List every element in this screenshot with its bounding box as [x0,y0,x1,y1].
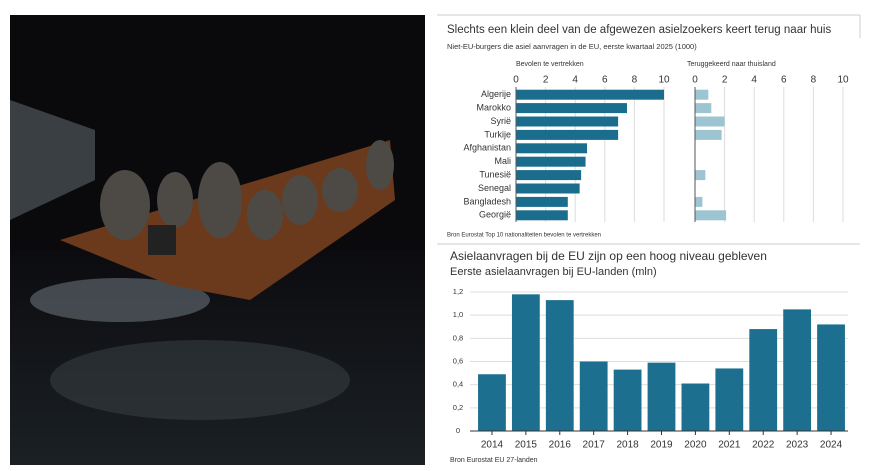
bar [647,362,676,431]
bar [613,369,642,431]
bar [715,368,744,431]
bar [516,116,619,127]
chart-source: Bron Eurostat Top 10 nationaliteiten bev… [447,233,601,239]
y-tick-label: Syrië [490,116,511,126]
bar [695,103,712,114]
x-tick-label: 4 [572,75,578,86]
x-tick-label: 2016 [549,440,572,451]
bar [516,129,619,140]
bar [516,170,582,181]
x-tick-label: 2015 [515,440,538,451]
bar [695,89,709,100]
bar [783,309,812,431]
bar [516,143,588,154]
bar [516,89,664,100]
bar [695,170,706,181]
bar [516,196,568,207]
x-tick-label: 2019 [650,440,673,451]
bar [516,103,627,114]
bar [695,210,727,221]
bar [516,156,586,167]
x-tick-label: 0 [513,75,519,86]
bar [695,116,725,127]
bar [511,294,540,431]
photo-wave [50,340,350,420]
x-tick-label: 8 [811,75,817,86]
x-tick-label: 2014 [481,440,504,451]
y-tick-label: Marokko [476,102,511,112]
x-tick-label: 2021 [718,440,741,451]
y-tick-label: Mali [494,156,511,166]
y-tick-label: 0,4 [453,380,463,389]
photo-wave [30,278,210,322]
chart-title: Asielaanvragen bij de EU zijn op een hoo… [450,249,767,263]
x-tick-label: 8 [632,75,638,86]
x-tick-label: 10 [658,75,670,86]
chart-subtitle: Niet-EU-burgers die asiel aanvragen in d… [447,42,697,51]
bar [817,324,845,431]
x-tick-label: 2017 [583,440,606,451]
y-tick-label: Afghanistan [463,143,511,153]
y-tick-label: 0,8 [453,333,463,342]
photo-people [100,140,394,240]
chart-source: Bron Eurostat EU 27-landen [450,457,538,464]
y-tick-label: Bangladesh [463,196,511,206]
y-tick-label: Algerije [481,89,511,99]
bar [478,374,506,431]
y-tick-label: Tunesië [479,169,511,179]
y-tick-label: 0,2 [453,403,463,412]
bar [681,383,710,431]
y-tick-label: 1,2 [453,287,463,296]
y-tick-label: Senegal [478,183,511,193]
bar [695,129,722,140]
x-tick-label: 2023 [786,440,809,451]
chart-subtitle: Eerste asielaanvragen bij EU-landen (mln… [450,266,657,278]
x-tick-label: 2 [543,75,549,86]
x-tick-label: 2018 [616,440,639,451]
x-tick-label: 2020 [684,440,707,451]
bar [749,329,778,431]
bar [516,210,568,221]
photo-motor [148,225,176,255]
photo [10,15,425,465]
y-tick-label: 0 [456,426,460,435]
y-tick-label: Turkije [484,129,511,139]
legend-label: Teruggekeerd naar thuisland [687,61,776,68]
chart-title: Slechts een klein deel van de afgewezen … [447,24,831,36]
x-tick-label: 0 [692,75,698,86]
legend-label: Bevolen te vertrekken [516,61,584,68]
x-tick-label: 4 [751,75,757,86]
x-tick-label: 6 [602,75,608,86]
bar [516,183,580,194]
photo-ship [10,100,95,220]
x-tick-label: 2 [722,75,728,86]
x-tick-label: 2022 [752,440,775,451]
bar [545,300,574,431]
bar [695,196,703,207]
x-tick-label: 10 [837,75,849,86]
x-tick-label: 6 [781,75,787,86]
x-tick-label: 2024 [820,440,843,451]
y-tick-label: 1,0 [453,310,463,319]
bar [579,361,608,431]
y-tick-label: Georgië [479,210,511,220]
y-tick-label: 0,6 [453,356,463,365]
